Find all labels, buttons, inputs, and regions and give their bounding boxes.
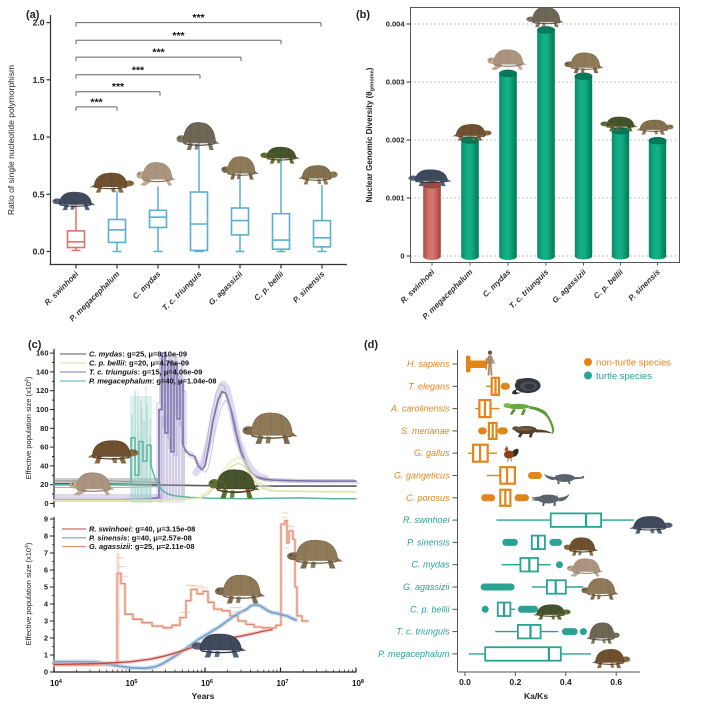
svg-text:0.2: 0.2 [509,677,521,687]
svg-text:Years: Years [192,691,215,701]
svg-text:4: 4 [44,600,49,609]
svg-text:0.004: 0.004 [386,20,406,29]
svg-text:2: 2 [44,634,48,643]
svg-text:***: *** [172,30,185,42]
svg-text:0.003: 0.003 [386,78,405,87]
svg-text:P. megacephalum: g=40, μ=1.04e: P. megacephalum: g=40, μ=1.04e-08 [89,377,216,386]
svg-text:G. gallus: G. gallus [414,448,450,458]
svg-text:160: 160 [36,349,49,358]
svg-text:1: 1 [44,651,48,660]
svg-text:Nuclear Genomic Diversity (θge: Nuclear Genomic Diversity (θgenome) [365,67,376,202]
svg-text:***: *** [132,64,145,76]
svg-text:0.4: 0.4 [560,677,572,687]
svg-text:60: 60 [40,443,48,452]
svg-text:8: 8 [44,532,48,541]
svg-text:Effective population size (x10: Effective population size (x104) [24,542,33,645]
svg-text:Effective population size (x10: Effective population size (x104) [24,376,33,479]
svg-text:9: 9 [44,515,48,524]
svg-text:140: 140 [36,367,49,376]
svg-text:106: 106 [201,679,213,688]
svg-text:G. agassizii: g=25, μ=2.11e-08: G. agassizii: g=25, μ=2.11e-08 [89,542,195,551]
svg-text:105: 105 [126,679,138,688]
svg-text:G. agassizii: G. agassizii [403,582,451,592]
svg-text:0: 0 [44,668,48,677]
svg-text:P. sinensis: g=40, μ=2.57e-08: P. sinensis: g=40, μ=2.57e-08 [89,533,192,542]
svg-text:***: *** [152,47,165,59]
svg-text:20: 20 [40,480,48,489]
svg-text:***: *** [192,12,205,24]
svg-text:0.0: 0.0 [459,677,471,687]
svg-text:C. mydas: g=25, μ=8.10e-09: C. mydas: g=25, μ=8.10e-09 [89,350,187,359]
svg-text:T. elegans: T. elegans [408,381,450,391]
svg-text:***: *** [112,81,125,93]
svg-text:P. sinensis: P. sinensis [407,537,450,547]
svg-text:(c): (c) [28,339,42,351]
svg-text:1.0: 1.0 [33,132,45,142]
svg-text:P. megacephalum: P. megacephalum [378,649,450,659]
svg-text:R. swinhoei: R. swinhoei [403,515,451,525]
svg-text:3: 3 [44,617,48,626]
svg-text:40: 40 [40,461,48,470]
svg-text:2.0: 2.0 [33,18,45,28]
svg-text:5: 5 [44,583,48,592]
svg-text:6: 6 [44,566,48,575]
svg-text:100: 100 [36,405,49,414]
svg-text:107: 107 [277,679,289,688]
svg-text:120: 120 [36,386,49,395]
svg-text:T. c. triunguis: g=15, μ=4.06e: T. c. triunguis: g=15, μ=4.06e-09 [89,368,202,377]
svg-text:Ka/Ks: Ka/Ks [524,691,548,701]
svg-text:0.5: 0.5 [33,189,45,199]
svg-text:R. swinhoei: g=40, μ=3.15e-08: R. swinhoei: g=40, μ=3.15e-08 [89,525,195,534]
svg-text:***: *** [90,96,103,108]
svg-text:H. sapiens: H. sapiens [407,359,450,369]
svg-text:104: 104 [50,679,63,688]
svg-text:C. porosus: C. porosus [406,493,450,503]
svg-text:turtle species: turtle species [596,371,652,382]
svg-text:7: 7 [44,549,48,558]
svg-text:C. p. bellii: g=20, μ=4.78e-09: C. p. bellii: g=20, μ=4.78e-09 [89,359,189,368]
svg-text:80: 80 [40,424,48,433]
svg-text:0.6: 0.6 [610,677,622,687]
svg-text:0: 0 [44,499,48,508]
svg-text:0.0: 0.0 [33,247,45,257]
svg-text:non-turtle species: non-turtle species [596,358,671,369]
svg-text:T. c. triunguis: T. c. triunguis [396,627,450,637]
svg-text:G. gangeticus: G. gangeticus [394,471,450,481]
svg-text:C. mydas: C. mydas [411,560,450,570]
svg-text:C. p. bellii: C. p. bellii [410,604,451,614]
svg-text:0.002: 0.002 [386,136,405,145]
svg-text:(d): (d) [364,339,378,351]
svg-text:Ratio of single nucleotide pol: Ratio of single nucleotide polymorphism [6,65,16,215]
svg-text:108: 108 [352,679,364,688]
svg-text:(b): (b) [356,9,370,21]
svg-text:(a): (a) [26,9,40,21]
svg-text:S. merianae: S. merianae [401,426,450,436]
svg-text:0: 0 [400,252,404,261]
svg-text:0.001: 0.001 [386,194,405,203]
svg-text:1.5: 1.5 [33,75,45,85]
svg-text:A. carolinensis: A. carolinensis [390,404,450,414]
